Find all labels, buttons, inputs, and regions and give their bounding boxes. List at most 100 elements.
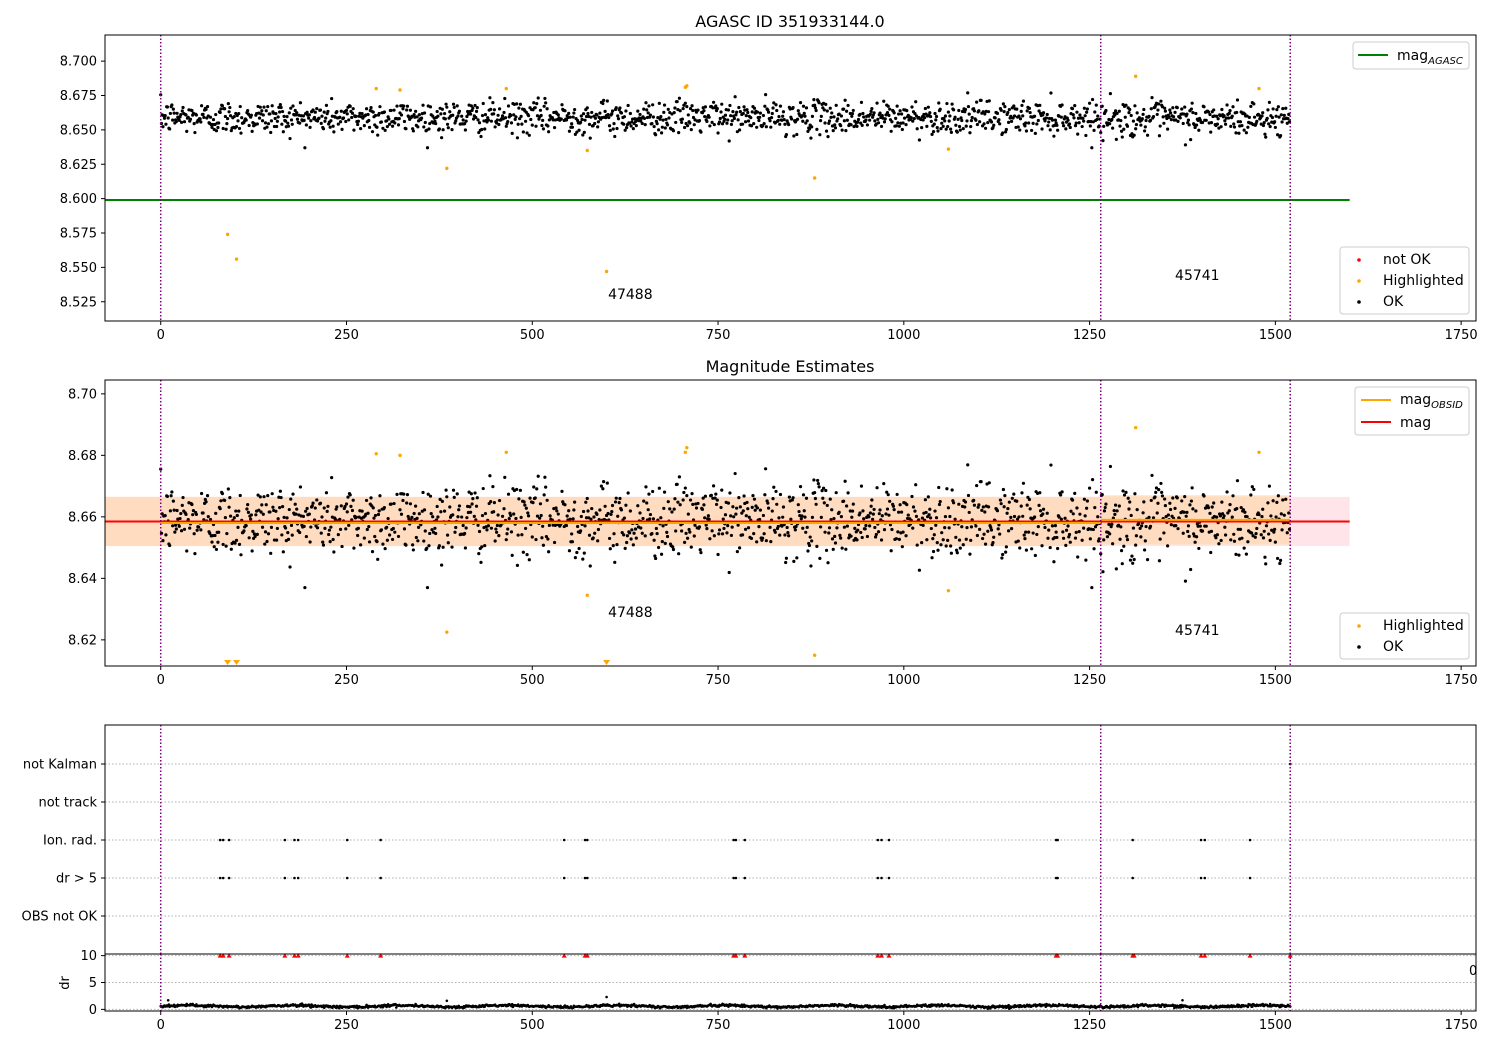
ok-point xyxy=(768,525,772,529)
ok-point xyxy=(425,546,429,550)
ok-point xyxy=(870,106,874,111)
ok-point xyxy=(164,533,168,537)
ok-point xyxy=(595,512,599,516)
ok-point xyxy=(929,526,933,531)
ok-point xyxy=(703,516,707,520)
ok-point xyxy=(452,495,456,499)
ok-point xyxy=(190,109,194,113)
ok-point xyxy=(651,103,655,107)
ok-point xyxy=(1019,109,1023,113)
ok-point xyxy=(480,513,485,518)
ok-point xyxy=(847,536,851,540)
ok-point xyxy=(813,103,817,107)
ok-point xyxy=(433,526,437,530)
ok-point xyxy=(226,102,230,106)
ok-point xyxy=(576,524,580,529)
ok-point xyxy=(286,537,291,541)
ok-point xyxy=(882,528,887,532)
ok-point xyxy=(826,135,830,139)
ok-point xyxy=(399,113,404,117)
ok-point xyxy=(543,96,547,101)
ok-point xyxy=(399,512,404,516)
ok-point xyxy=(263,121,268,125)
ok-point xyxy=(401,107,405,111)
ok-point xyxy=(567,111,571,115)
ok-point xyxy=(897,112,901,116)
x-tick-label: 0 xyxy=(157,328,165,343)
ok-point xyxy=(1119,525,1123,529)
ok-point xyxy=(879,538,884,542)
ok-point xyxy=(492,501,496,505)
ok-point xyxy=(177,118,181,122)
ok-point xyxy=(1200,120,1205,125)
ok-point xyxy=(642,107,646,111)
ok-point xyxy=(281,130,285,134)
ok-point xyxy=(338,120,343,124)
ok-point xyxy=(1155,511,1159,515)
ok-point xyxy=(1187,534,1191,538)
ok-point xyxy=(456,114,460,118)
ok-point xyxy=(1171,115,1176,119)
ok-point xyxy=(460,114,464,118)
svg-text:magOBSID: magOBSID xyxy=(1400,392,1463,411)
ok-point xyxy=(849,123,853,127)
ok-point xyxy=(924,510,928,515)
ok-point xyxy=(1183,105,1187,109)
ok-point xyxy=(1016,539,1020,543)
ok-point xyxy=(506,527,510,531)
flag-point xyxy=(734,838,738,842)
ok-point xyxy=(734,113,738,117)
ok-point xyxy=(503,116,508,120)
ok-point xyxy=(882,120,887,124)
dr-point xyxy=(394,1006,398,1009)
ok-point xyxy=(1061,124,1066,128)
ok-point xyxy=(1000,556,1004,560)
ok-point xyxy=(471,117,476,121)
ok-point xyxy=(959,116,963,120)
ok-point xyxy=(1114,137,1118,141)
ok-point xyxy=(381,542,385,546)
ok-point xyxy=(315,106,319,111)
ok-point xyxy=(692,534,696,538)
ok-point xyxy=(781,515,785,519)
ok-point xyxy=(344,502,349,506)
ok-point xyxy=(660,539,664,544)
ok-point xyxy=(752,122,756,126)
ok-point xyxy=(982,532,986,536)
ok-point xyxy=(1229,538,1233,542)
ok-point xyxy=(225,122,229,126)
ok-point xyxy=(933,111,937,116)
ok-point xyxy=(672,111,676,115)
ok-point xyxy=(830,508,834,512)
ok-point xyxy=(1260,114,1264,118)
ok-point xyxy=(665,123,670,127)
ok-point xyxy=(636,504,640,508)
ok-point xyxy=(745,500,749,505)
ok-point xyxy=(800,514,804,518)
ok-point xyxy=(763,104,767,108)
ok-point xyxy=(526,114,531,118)
ok-point xyxy=(313,506,317,510)
ok-point xyxy=(512,512,516,516)
ok-point xyxy=(416,125,420,129)
ok-point xyxy=(1257,113,1261,117)
ok-point xyxy=(827,531,831,535)
ok-point xyxy=(1105,535,1110,539)
ok-point xyxy=(312,115,317,120)
ok-point xyxy=(1261,507,1265,511)
ok-point xyxy=(983,510,987,514)
ok-point xyxy=(797,509,801,514)
ok-point xyxy=(1119,129,1124,133)
ok-point xyxy=(1056,128,1060,132)
ok-point xyxy=(868,524,872,528)
ok-point xyxy=(1046,124,1050,128)
ok-point xyxy=(860,535,864,540)
ok-point xyxy=(171,118,175,122)
ok-point xyxy=(519,515,523,519)
ok-point xyxy=(1037,109,1041,113)
ok-point xyxy=(1068,540,1072,544)
flag-point xyxy=(296,838,300,842)
ok-point xyxy=(411,543,415,547)
ok-point xyxy=(542,493,546,497)
ok-point xyxy=(1228,502,1232,507)
